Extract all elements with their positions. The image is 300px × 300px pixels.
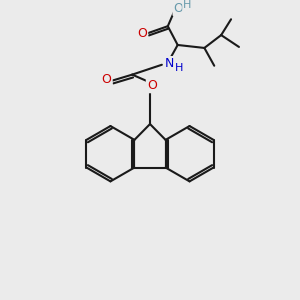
Text: O: O	[102, 73, 111, 86]
Text: O: O	[147, 79, 157, 92]
Text: H: H	[175, 63, 183, 73]
Text: O: O	[174, 2, 184, 15]
Text: O: O	[137, 27, 147, 40]
Text: N: N	[165, 57, 175, 70]
Text: H: H	[183, 0, 192, 11]
